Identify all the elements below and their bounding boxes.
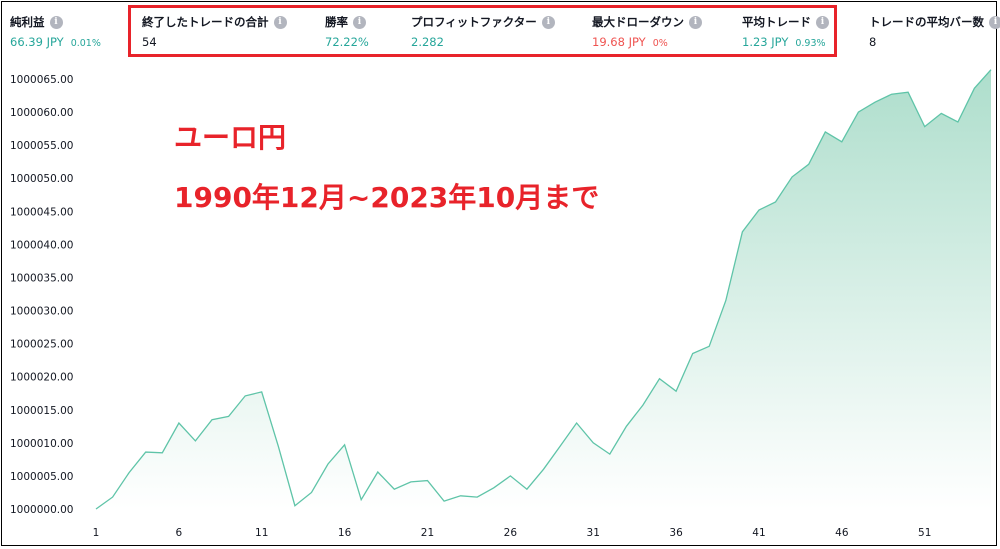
stat-win-rate: 勝率 i 72.22%	[325, 14, 369, 49]
stat-label: 純利益 i	[10, 14, 101, 30]
stat-label: 勝率 i	[325, 14, 369, 30]
stat-label: 最大ドローダウン i	[592, 14, 702, 30]
y-tick-label: 1000060.00	[10, 107, 73, 119]
info-icon[interactable]: i	[689, 15, 702, 29]
stat-value: 1.23 JPY 0.93%	[742, 35, 829, 49]
stat-label-text: 勝率	[325, 15, 348, 29]
stat-net-profit: 純利益 i 66.39 JPY 0.01%	[10, 14, 101, 49]
stat-value-percent: 0.93%	[795, 38, 826, 49]
y-tick-label: 1000045.00	[10, 206, 73, 218]
x-tick-label: 11	[255, 527, 268, 539]
info-icon[interactable]: i	[816, 15, 829, 29]
stat-value-text: 72.22%	[325, 35, 369, 49]
stat-value-text: 54	[142, 35, 157, 49]
annotation-period: 1990年12月~2023年10月まで	[174, 181, 600, 214]
info-icon[interactable]: i	[49, 15, 63, 29]
x-tick-label: 36	[669, 527, 683, 539]
stat-value: 54	[142, 35, 287, 49]
y-tick-label: 1000020.00	[10, 372, 73, 384]
stat-total-closed-trades: 終了したトレードの合計 i 54	[142, 14, 287, 49]
stat-label-text: 平均トレード	[742, 15, 811, 29]
stat-value-percent: 0.01%	[70, 38, 101, 49]
stat-value: 19.68 JPY 0%	[592, 35, 702, 49]
y-tick-label: 1000015.00	[10, 405, 73, 417]
stat-avg-trade: 平均トレード i 1.23 JPY 0.93%	[742, 14, 829, 49]
stat-value-text: 2.282	[411, 35, 444, 49]
x-tick-label: 6	[176, 527, 183, 539]
x-tick-label: 51	[918, 527, 931, 539]
y-tick-label: 1000055.00	[10, 140, 73, 152]
stat-value: 8	[869, 35, 1000, 49]
stat-label: プロフィットファクター i	[411, 14, 555, 30]
x-tick-label: 1	[93, 527, 100, 539]
x-tick-label: 26	[504, 527, 518, 539]
y-tick-label: 1000005.00	[10, 471, 73, 483]
equity-line	[95, 69, 992, 510]
y-axis: 1000000.00 1000005.00 1000010.00 1000015.00…	[10, 74, 73, 516]
x-tick-label: 21	[421, 527, 434, 539]
y-tick-label: 1000010.00	[10, 438, 73, 450]
info-icon[interactable]: i	[541, 15, 555, 29]
stat-avg-bars: トレードの平均バー数 i 8	[869, 14, 1000, 49]
info-icon[interactable]: i	[353, 15, 366, 29]
stat-label-text: プロフィットファクター	[411, 15, 537, 29]
x-tick-label: 31	[587, 527, 600, 539]
x-tick-label: 16	[338, 527, 352, 539]
annotation-title: ユーロ円	[174, 121, 287, 154]
stat-label-text: 最大ドローダウン	[592, 15, 684, 29]
stat-label-text: 終了したトレードの合計	[142, 15, 269, 29]
y-tick-label: 1000000.00	[10, 504, 73, 516]
stat-value: 66.39 JPY 0.01%	[10, 35, 101, 49]
highlight-box	[128, 5, 837, 57]
stat-label: 終了したトレードの合計 i	[142, 14, 287, 30]
stat-value: 2.282	[411, 35, 555, 49]
y-tick-label: 1000025.00	[10, 339, 73, 351]
stat-label-text: トレードの平均バー数	[869, 15, 984, 29]
stat-label-text: 純利益	[10, 15, 45, 29]
strategy-summary-bar: 純利益 i 66.39 JPY 0.01% 終了したトレードの合計 i 54 勝率 i 72.22…	[0, 0, 1000, 60]
stat-value: 72.22%	[325, 35, 369, 49]
stat-label: トレードの平均バー数 i	[869, 14, 1000, 30]
y-tick-label: 1000030.00	[10, 306, 73, 318]
stat-value-text: 66.39 JPY	[10, 35, 64, 49]
y-tick-label: 1000065.00	[10, 74, 73, 86]
x-tick-label: 46	[835, 527, 849, 539]
y-tick-label: 1000040.00	[10, 239, 73, 251]
stat-value-text: 19.68 JPY	[592, 35, 646, 49]
stat-value-text: 8	[869, 35, 877, 49]
x-tick-label: 41	[752, 527, 765, 539]
info-icon[interactable]: i	[273, 15, 287, 29]
equity-area-fill	[96, 69, 991, 509]
info-icon[interactable]: i	[989, 15, 1000, 29]
stat-profit-factor: プロフィットファクター i 2.282	[411, 14, 555, 49]
x-axis: 1 6 11 16 21 26 31 36 41 46 51	[93, 527, 932, 539]
y-tick-label: 1000050.00	[10, 173, 73, 185]
stat-max-drawdown: 最大ドローダウン i 19.68 JPY 0%	[592, 14, 702, 49]
stat-value-text: 1.23 JPY	[742, 35, 789, 49]
stat-label: 平均トレード i	[742, 14, 829, 30]
stat-value-percent: 0%	[652, 38, 668, 49]
y-tick-label: 1000035.00	[10, 272, 73, 284]
